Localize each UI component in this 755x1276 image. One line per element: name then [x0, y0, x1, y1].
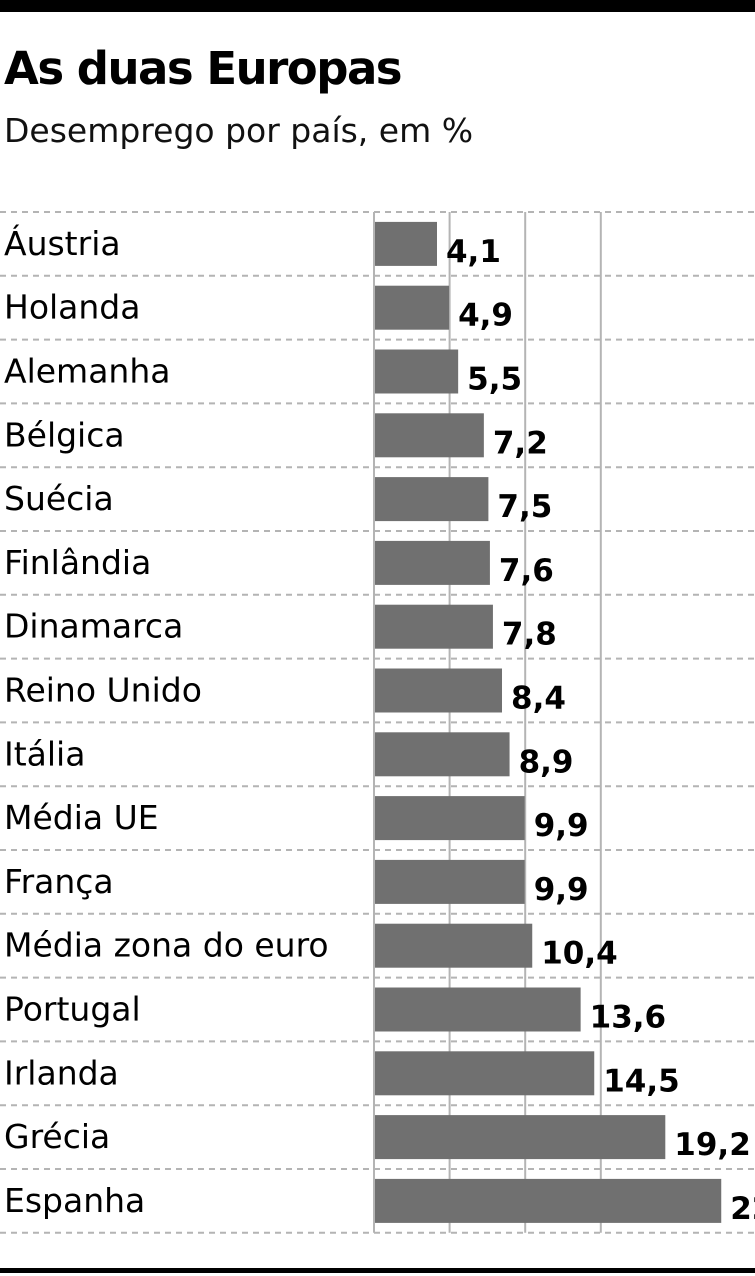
data-label: 4,1 [446, 234, 501, 270]
chart-subtitle: Desemprego por país, em % [4, 111, 474, 150]
bottom-rule [0, 1268, 755, 1273]
data-label: 13,6 [590, 1000, 667, 1036]
category-label: Bélgica [4, 415, 125, 454]
category-label: Média zona do euro [4, 926, 329, 965]
bar [375, 221, 437, 266]
category-label: Suécia [4, 479, 114, 518]
category-label: Dinamarca [4, 607, 183, 646]
bar [375, 1051, 595, 1096]
data-label: 8,4 [511, 681, 566, 717]
category-label: França [4, 862, 114, 901]
data-label: 8,9 [519, 744, 574, 780]
data-label: 7,5 [497, 489, 552, 525]
chart-title: As duas Europas [4, 42, 403, 95]
category-label: Grécia [4, 1117, 110, 1156]
data-label: 9,9 [534, 872, 589, 908]
category-label: Finlândia [4, 543, 151, 582]
bar [375, 859, 525, 904]
top-rule [0, 0, 755, 12]
bar [375, 668, 503, 713]
bar [375, 413, 484, 458]
bar [375, 923, 533, 968]
data-label: 22,9 [730, 1191, 755, 1227]
bar [375, 477, 489, 522]
data-label: 14,5 [603, 1063, 680, 1099]
category-label: Itália [4, 734, 85, 773]
data-label: 7,6 [499, 553, 554, 589]
data-label: 4,9 [458, 298, 513, 334]
category-label: Espanha [4, 1181, 145, 1220]
bar [375, 732, 510, 777]
data-label: 10,4 [541, 936, 618, 972]
bar [375, 604, 493, 649]
bar [375, 987, 581, 1032]
data-label: 7,2 [493, 425, 548, 461]
bar [375, 1115, 666, 1160]
category-label: Áustria [4, 223, 121, 263]
bar [375, 1178, 722, 1223]
bar [375, 285, 450, 330]
bar [375, 796, 525, 841]
category-label: Média UE [4, 798, 159, 837]
data-label: 7,8 [502, 617, 557, 653]
bar [375, 540, 490, 585]
category-label: Irlanda [4, 1053, 119, 1092]
bar-chart: Áustria 4,1 Holanda 4,9 Alemanha 5,5 Bélgica 7,… [0, 211, 755, 1234]
data-label: 9,9 [534, 808, 589, 844]
bar [375, 349, 459, 394]
data-label: 5,5 [467, 362, 522, 398]
data-label: 19,2 [674, 1127, 751, 1163]
category-label: Portugal [4, 990, 141, 1029]
category-label: Alemanha [4, 352, 170, 391]
category-label: Reino Unido [4, 671, 202, 710]
category-label: Holanda [4, 288, 140, 327]
